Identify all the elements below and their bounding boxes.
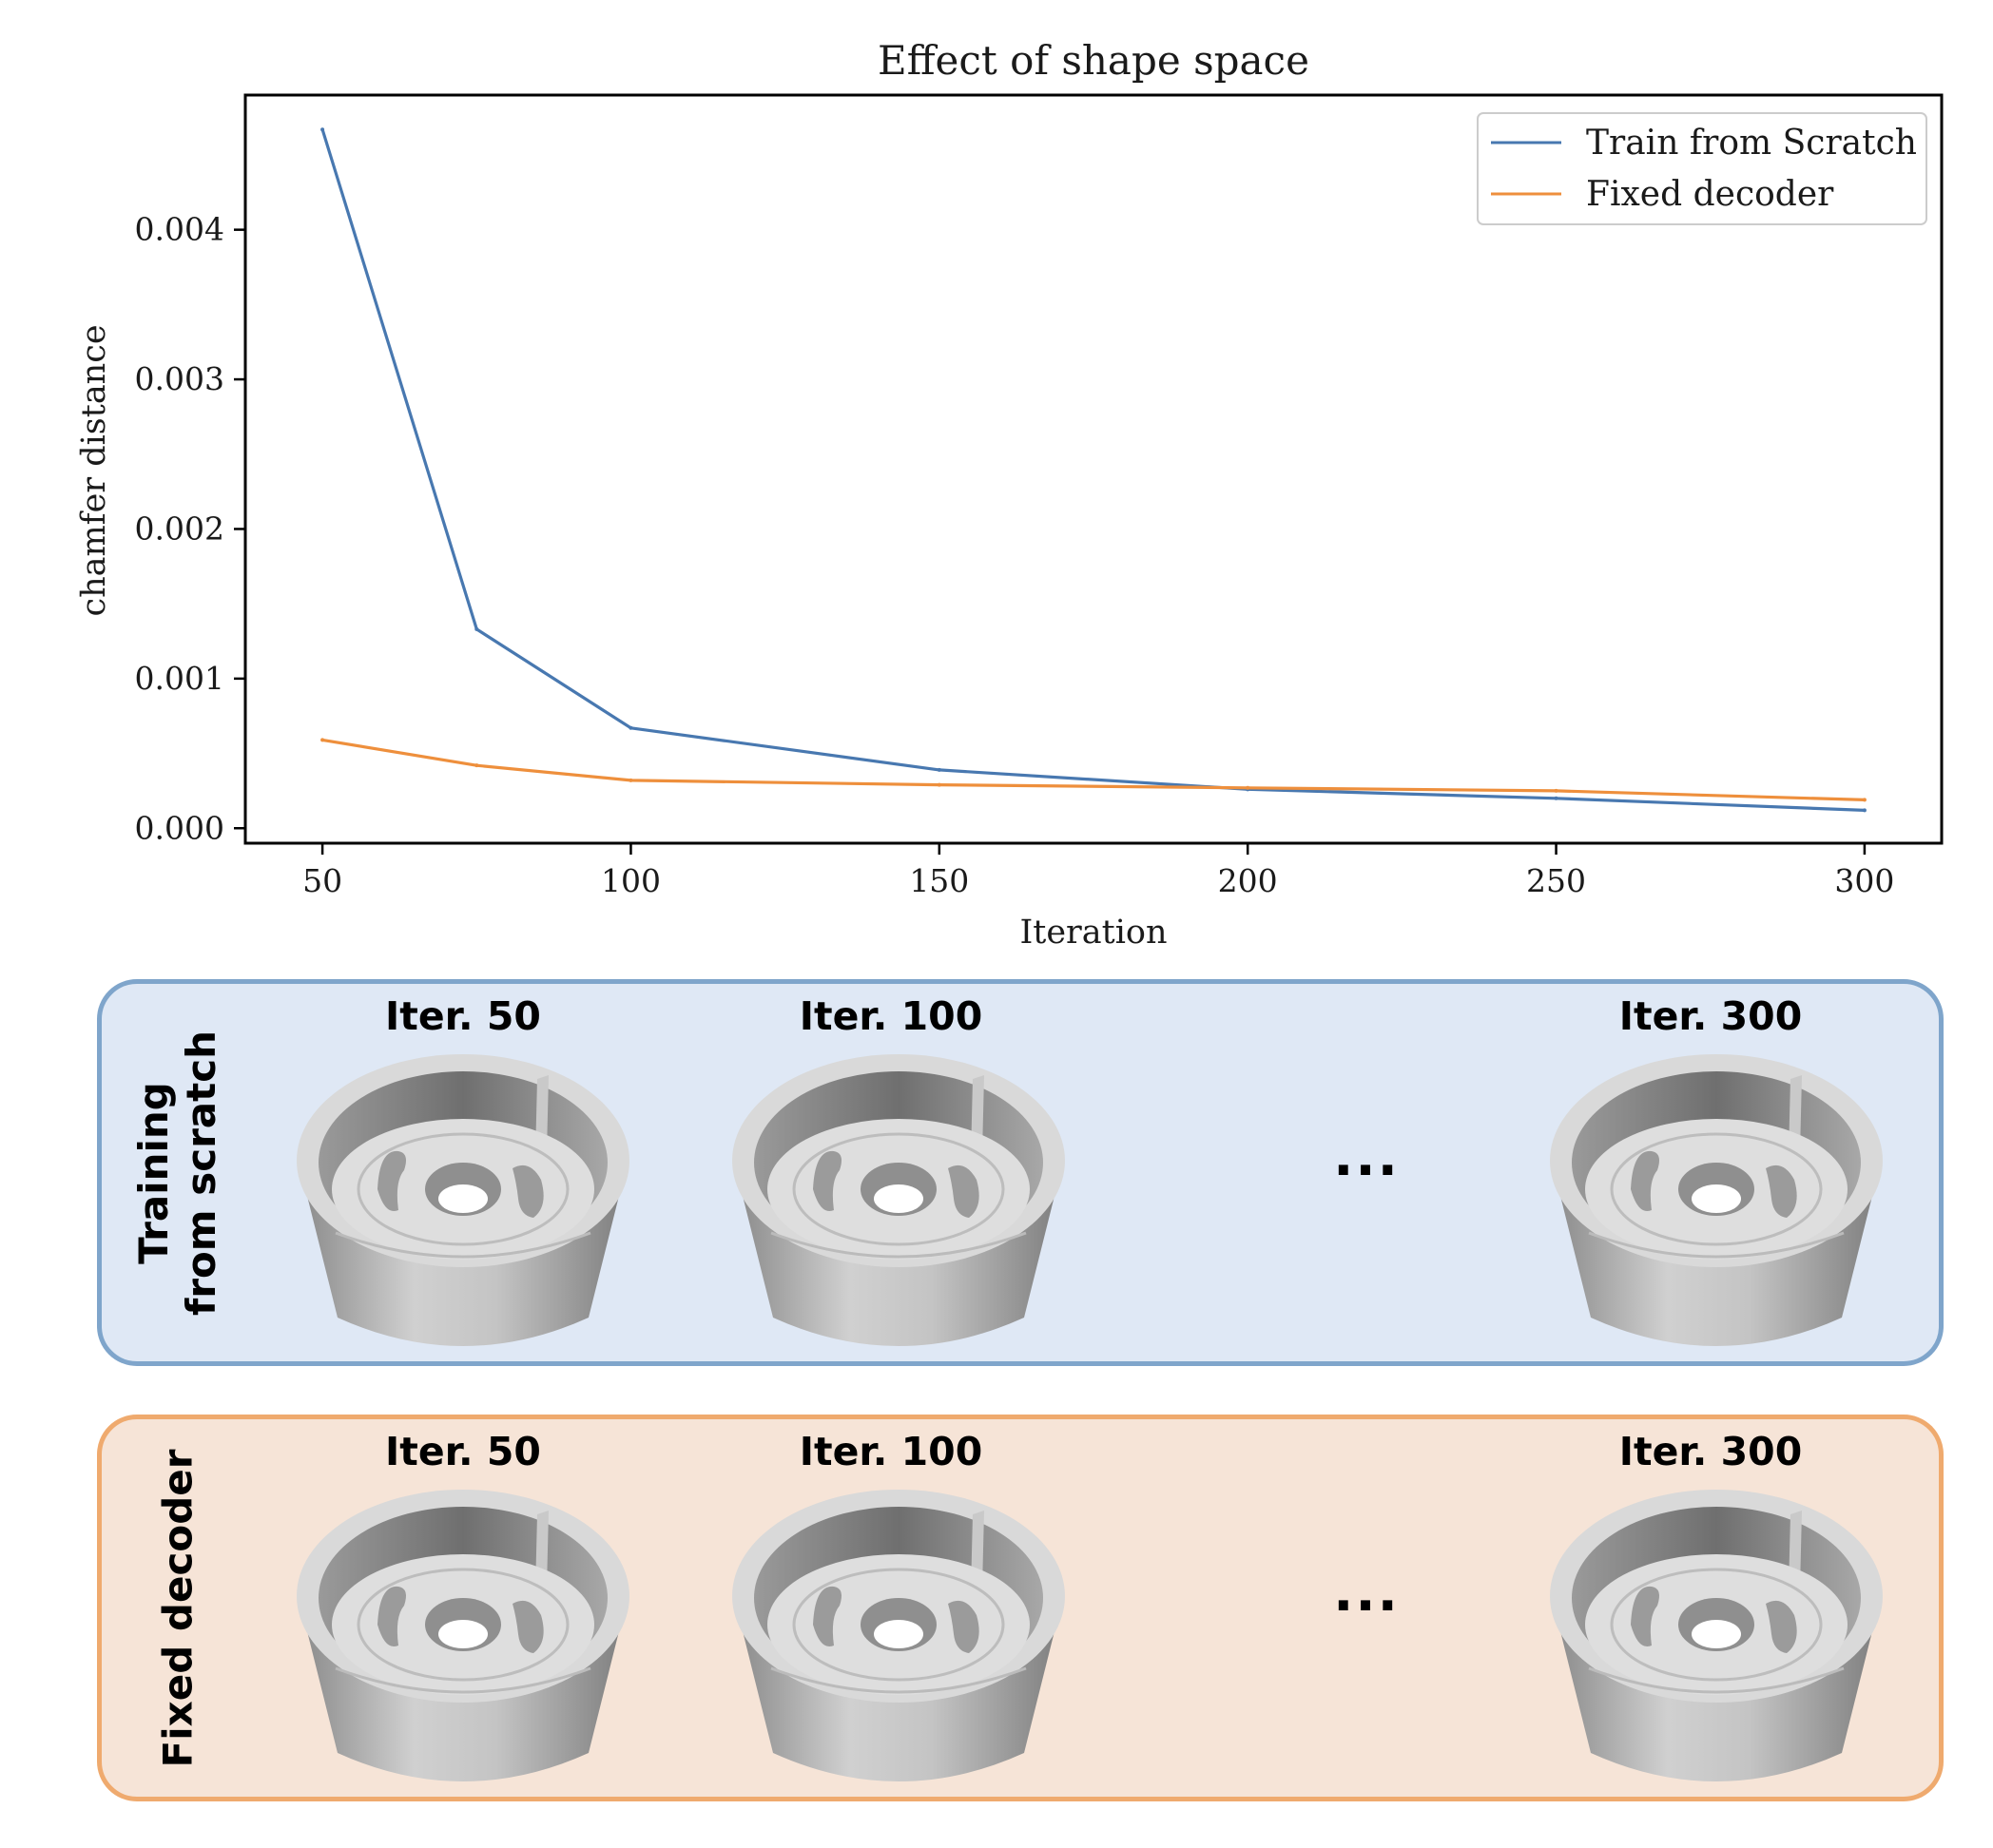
legend-box bbox=[1477, 112, 1927, 225]
legend-label-fixed-decoder: Fixed decoder bbox=[1586, 175, 1834, 214]
data-point-fixed-decoder bbox=[1554, 788, 1558, 793]
row-label-fixed-decoder: Fixed decoder bbox=[102, 1419, 254, 1797]
y-tick-label: 0.001 bbox=[135, 660, 224, 697]
x-tick-label: 150 bbox=[909, 862, 969, 899]
part-render bbox=[730, 1052, 1067, 1348]
row-label-text: Training from scratch bbox=[130, 1030, 224, 1316]
x-tick-label: 300 bbox=[1834, 862, 1894, 899]
line-chart: Effect of shape space 0.0000.0010.0020.0… bbox=[75, 37, 1944, 952]
row-label-training-from-scratch: Training from scratch bbox=[102, 984, 254, 1361]
iter-label: Iter. 100 bbox=[799, 993, 983, 1039]
x-tick-label: 250 bbox=[1526, 862, 1586, 899]
part-render bbox=[295, 1488, 631, 1783]
y-tick-label: 0.004 bbox=[135, 211, 224, 248]
series-line-train-from-scratch bbox=[320, 128, 1865, 812]
data-point-fixed-decoder bbox=[629, 778, 633, 782]
iter-label: Iter. 50 bbox=[385, 993, 541, 1039]
data-point-train-from-scratch bbox=[474, 626, 479, 631]
data-point-fixed-decoder bbox=[1246, 785, 1250, 790]
data-point-fixed-decoder bbox=[474, 763, 479, 768]
part-render bbox=[295, 1052, 631, 1348]
data-point-train-from-scratch bbox=[1862, 808, 1867, 813]
data-point-fixed-decoder bbox=[320, 738, 325, 742]
y-axis: 0.000 0.001 0.002 0.003 0.004 bbox=[135, 211, 245, 846]
legend-label-train-from-scratch: Train from Scratch bbox=[1586, 124, 1917, 163]
chart-title: Effect of shape space bbox=[878, 37, 1309, 84]
ellipsis: ... bbox=[1333, 1562, 1400, 1624]
data-point-train-from-scratch bbox=[320, 127, 325, 132]
x-tick-label: 200 bbox=[1218, 862, 1278, 899]
legend: Train from Scratch Fixed decoder bbox=[1477, 112, 1927, 225]
iter-label: Iter. 100 bbox=[799, 1429, 983, 1474]
plot-frame bbox=[243, 93, 1944, 845]
data-point-train-from-scratch bbox=[629, 725, 633, 730]
x-tick-label: 50 bbox=[302, 862, 342, 899]
part-render bbox=[1548, 1488, 1885, 1783]
y-axis-label: chamfer distance bbox=[75, 324, 113, 616]
panel-fixed-decoder: Fixed decoder Iter. 50 Iter. 100 Iter. 3… bbox=[97, 1415, 1944, 1801]
part-render bbox=[730, 1488, 1067, 1783]
panel-training-from-scratch: Training from scratch Iter. 50 Iter. 100… bbox=[97, 979, 1944, 1366]
iter-label: Iter. 50 bbox=[385, 1429, 541, 1474]
y-tick-label: 0.000 bbox=[135, 809, 224, 846]
x-axis: 50 100 150 200 250 300 bbox=[302, 843, 1894, 899]
y-tick-label: 0.003 bbox=[135, 360, 224, 397]
data-point-fixed-decoder bbox=[937, 782, 941, 787]
series-layer bbox=[320, 127, 1867, 813]
ellipsis: ... bbox=[1333, 1126, 1400, 1188]
x-axis-label: Iteration bbox=[1019, 914, 1167, 952]
data-point-train-from-scratch bbox=[937, 767, 941, 772]
row-label-text: Fixed decoder bbox=[154, 1449, 202, 1767]
x-tick-label: 100 bbox=[601, 862, 661, 899]
y-tick-label: 0.002 bbox=[135, 510, 224, 547]
data-point-train-from-scratch bbox=[1554, 796, 1558, 800]
series-line-fixed-decoder bbox=[321, 738, 1865, 801]
part-render bbox=[1548, 1052, 1885, 1348]
data-point-fixed-decoder bbox=[1862, 798, 1867, 802]
iter-label: Iter. 300 bbox=[1618, 993, 1803, 1039]
iter-label: Iter. 300 bbox=[1618, 1429, 1803, 1474]
